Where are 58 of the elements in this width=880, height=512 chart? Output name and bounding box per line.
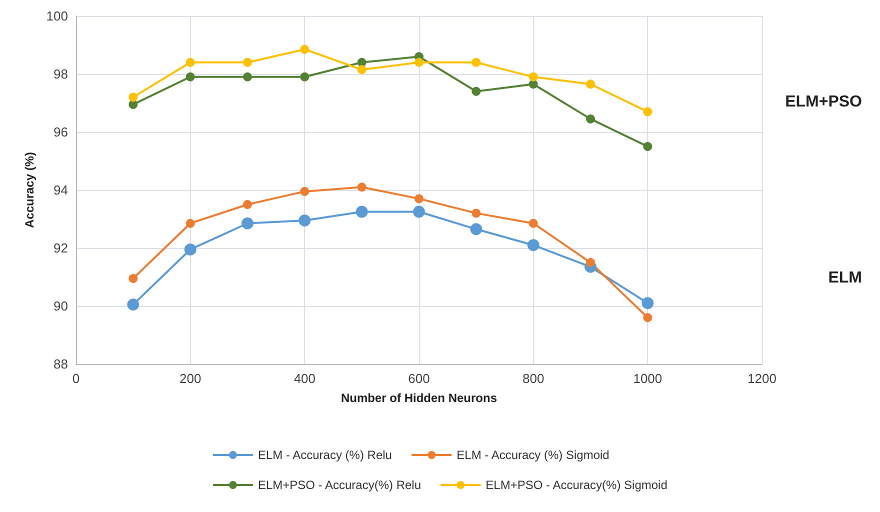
point [586,114,595,124]
point [472,86,481,96]
y-tick-label: 96 [54,124,68,140]
point [243,72,252,82]
y-tick-label: 98 [54,66,68,82]
x-tick-label: 600 [408,371,430,386]
point [357,65,366,74]
point [414,58,424,67]
y-tick-label: 90 [54,298,68,314]
x-tick-label: 800 [522,371,544,386]
point [186,72,195,82]
point [586,80,595,89]
x-tick-label: 0 [72,371,80,386]
legend-label: ELM+PSO - Accuracy(%) Sigmoid [486,478,668,492]
point [127,298,140,311]
point [298,214,311,226]
y-tick-label: 92 [54,240,68,256]
point [528,72,538,82]
y-axis-title: Accuracy (%) [22,152,36,228]
legend-label: ELM+PSO - Accuracy(%) Relu [258,478,422,492]
point [643,313,652,322]
point [356,206,368,218]
point [242,217,254,230]
y-tick-label: 100 [46,8,68,24]
point [642,297,654,310]
legend-label: ELM - Accuracy (%) Sigmoid [456,448,610,462]
point [413,206,425,218]
point [128,92,138,102]
point [586,258,595,267]
point [243,200,252,209]
point [528,218,538,228]
point [300,72,310,82]
point [643,142,652,151]
point [128,100,138,109]
point [128,274,138,283]
x-tick-label: 400 [294,371,316,386]
point [186,218,195,228]
point [472,208,481,218]
x-tick-label: 200 [179,371,202,386]
x-axis-title: Number of Hidden Neurons [340,391,498,405]
point [186,58,195,67]
point [357,182,366,192]
point [527,239,540,252]
point [243,58,252,67]
point [470,223,482,236]
y-tick-label: 94 [54,182,68,198]
text: ELM [828,270,862,286]
x-tick-label: 1000 [633,371,662,386]
point [300,186,310,196]
text: ELM+PSO [785,94,862,110]
point [184,243,196,256]
point [300,44,310,54]
point [414,194,424,204]
y-tick-label: 88 [54,356,68,372]
legend-label: ELM - Accuracy (%) Relu [258,448,392,462]
point [472,58,481,67]
point [643,107,652,116]
x-tick-label: 1200 [748,371,776,386]
